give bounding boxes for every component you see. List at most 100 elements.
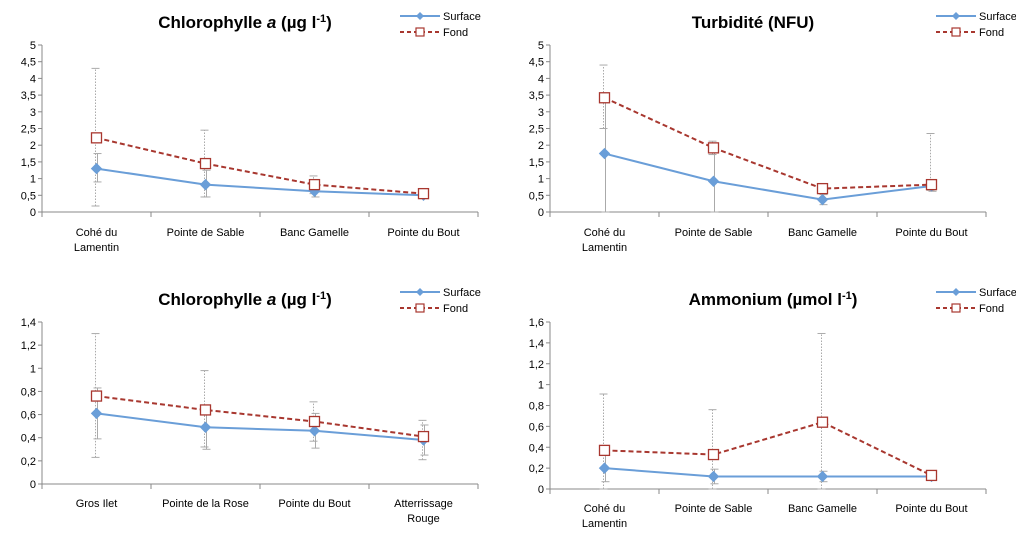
x-category-label: Banc Gamelle (788, 503, 857, 515)
y-tick-label: 1,5 (529, 157, 544, 169)
legend-label: Fond (443, 27, 468, 39)
data-point-surface (199, 421, 212, 434)
x-category-label: Pointe du Bout (387, 227, 459, 239)
data-point-surface (598, 147, 611, 160)
chart-panel-chlorophylle-1: Chlorophylle a (µg l-1) 0 0,5 1 1,5 2 2,5 3 3,5 4… (0, 0, 508, 266)
chart-title-part: ) (326, 290, 332, 309)
chart-title-part: a (267, 13, 276, 32)
data-point-surface (199, 178, 212, 191)
x-category-label: Lamentin (582, 518, 627, 530)
y-tick-label: 1,6 (529, 317, 544, 329)
y-tick-label: 0,4 (21, 433, 36, 445)
y-tick-label: 0,5 (21, 190, 36, 202)
y-tick-label: 0,2 (529, 463, 544, 475)
y-tick-label: 3,5 (529, 90, 544, 102)
legend-marker-surface (952, 12, 960, 20)
data-point-surface (598, 462, 611, 474)
x-category-label: Pointe de Sable (167, 227, 245, 239)
chart-panel-chlorophylle-2: Chlorophylle a (µg l-1) 0 0,2 0,4 0,6 0,8 1 1,2… (0, 278, 508, 533)
chart-svg: Turbidité (NFU) 0 0,5 1 1,5 2 2,5 3 3,5 4 4,5 5 Cohé… (529, 11, 1016, 254)
legend-marker-fond (415, 27, 425, 37)
chart-title: Turbidité (NFU) (692, 13, 814, 32)
legend-label: Surface (979, 287, 1016, 299)
legend-marker-surface (416, 288, 424, 296)
y-tick-label: 0 (538, 207, 544, 219)
chart-title-part: (µg l (276, 13, 316, 32)
legend-marker-fond (415, 303, 425, 313)
legend-label: Fond (443, 303, 468, 315)
x-category-label: Pointe du Bout (895, 503, 967, 515)
data-point-fond (308, 415, 321, 428)
x-category-label: Cohé du (76, 227, 118, 239)
x-category-label: Atterrissage (394, 498, 453, 510)
legend-label: Fond (979, 303, 1004, 315)
y-tick-label: 4,5 (529, 57, 544, 69)
data-point-surface (90, 407, 103, 420)
data-point-surface (308, 425, 321, 437)
y-tick-label: 1 (538, 380, 544, 392)
series-line-surface (96, 412, 424, 442)
y-tick-label: 1,4 (529, 338, 544, 350)
data-point-surface (90, 162, 103, 175)
chart-title: Chlorophylle a (µg l-1) (158, 290, 332, 309)
y-tick-label: 4 (30, 73, 36, 85)
data-point-fond (308, 178, 321, 191)
y-tick-label: 0,5 (529, 190, 544, 202)
y-tick-label: 1 (538, 174, 544, 186)
chart-svg: Chlorophylle a (µg l-1) 0 0,2 0,4 0,6 0,8 1 1,2… (21, 287, 481, 525)
data-point-fond (598, 92, 611, 104)
series-line-fond (96, 395, 424, 438)
x-category-label: Banc Gamelle (280, 227, 349, 239)
chart-title-part: Chlorophylle (158, 290, 267, 309)
data-point-fond (90, 390, 103, 402)
y-tick-label: 2 (538, 140, 544, 152)
chart-title: Ammonium (µmol l-1) (689, 290, 858, 309)
y-tick-label: 1,2 (21, 340, 36, 352)
x-category-label: Lamentin (74, 242, 119, 254)
y-tick-label: 0,4 (529, 442, 544, 454)
data-point-fond (417, 187, 430, 200)
chart-svg: Ammonium (µmol l-1) 0 0,2 0,4 0,6 0,8 1 1,2 1,4 1… (529, 287, 1016, 530)
chart-title-part: a (267, 290, 276, 309)
data-point-fond (707, 142, 720, 154)
y-tick-label: 1 (30, 174, 36, 186)
legend-marker-surface (952, 288, 960, 296)
chart-title: Chlorophylle a (µg l-1) (158, 13, 332, 32)
x-category-label: Cohé du (584, 503, 626, 515)
x-category-label: Banc Gamelle (788, 227, 857, 239)
y-tick-label: 0 (538, 484, 544, 496)
series-line-fond (604, 96, 932, 190)
y-tick-label: 2,5 (21, 124, 36, 136)
data-point-fond (816, 416, 829, 428)
y-tick-label: 1 (30, 363, 36, 375)
data-point-fond (199, 404, 212, 416)
data-point-fond (925, 178, 938, 191)
chart-title-part: Chlorophylle (158, 13, 267, 32)
chart-title-part: -1 (842, 290, 852, 302)
legend-marker-fond (951, 27, 961, 37)
data-point-fond (707, 448, 720, 461)
chart-title-part: ) (326, 13, 332, 32)
y-tick-label: 0 (30, 479, 36, 491)
series-line-surface (604, 152, 932, 201)
series-line-surface (604, 467, 932, 478)
x-category-label: Pointe du Bout (895, 227, 967, 239)
chart-panel-turbidite: Turbidité (NFU) 0 0,5 1 1,5 2 2,5 3 3,5 4 4,5 5 Cohé… (508, 0, 1016, 266)
y-tick-label: 5 (30, 40, 36, 52)
x-category-label: Lamentin (582, 242, 627, 254)
y-tick-label: 0,6 (21, 410, 36, 422)
x-category-label: Pointe du Bout (278, 498, 350, 510)
y-tick-label: 0,8 (529, 401, 544, 413)
legend-marker-surface (416, 12, 424, 20)
data-point-fond (816, 182, 829, 195)
x-category-label: Pointe de Sable (675, 503, 753, 515)
data-point-surface (707, 175, 720, 187)
y-tick-label: 3 (538, 107, 544, 119)
chart-title-part: -1 (316, 290, 326, 302)
chart-title-part: (µg l (276, 290, 316, 309)
y-tick-label: 2,5 (529, 124, 544, 136)
data-point-fond (199, 157, 212, 170)
y-tick-label: 0,6 (529, 421, 544, 433)
data-point-fond (925, 469, 938, 482)
y-tick-label: 0 (30, 207, 36, 219)
